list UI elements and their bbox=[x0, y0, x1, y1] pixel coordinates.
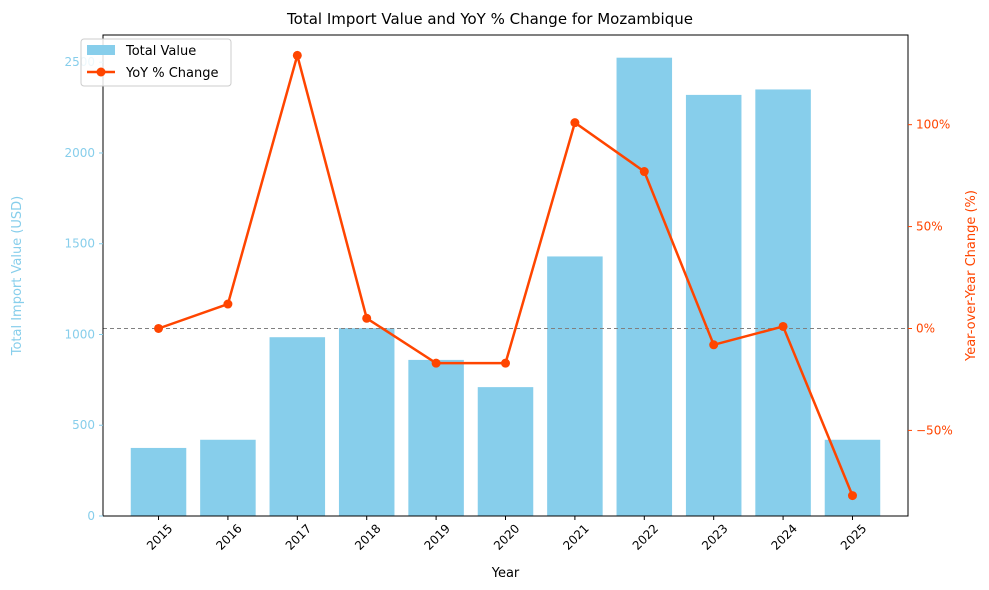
bar-2019 bbox=[408, 359, 464, 516]
y-left-tick-label-1000: 1000 bbox=[64, 327, 95, 341]
bar-2018 bbox=[338, 328, 395, 516]
x-tick-label-2015: 2015 bbox=[144, 521, 175, 552]
x-tick-label-2025: 2025 bbox=[838, 521, 869, 552]
yoy-point-2023 bbox=[709, 340, 719, 350]
legend: Total Value YoY % Change bbox=[80, 38, 232, 87]
legend-box bbox=[80, 38, 232, 87]
legend-label-yoy-change: YoY % Change bbox=[125, 66, 219, 81]
y-right-tick-label-0: 0% bbox=[916, 321, 935, 335]
y-left-tick-label-0: 0 bbox=[87, 509, 95, 523]
yoy-point-2017 bbox=[292, 50, 302, 60]
bar-2021 bbox=[547, 256, 603, 516]
bars-group bbox=[130, 57, 881, 517]
bar-2016 bbox=[200, 439, 256, 516]
y-axis-right: −50% 0% 50% 100% bbox=[908, 118, 953, 437]
x-axis: 2015 2016 2017 2018 2019 2020 2021 2022 2023 2024… bbox=[144, 516, 869, 553]
bar-2024 bbox=[755, 89, 811, 517]
y-right-tick-label-50: 50% bbox=[916, 220, 943, 234]
x-tick-label-2022: 2022 bbox=[630, 521, 661, 552]
x-axis-label: Year bbox=[491, 566, 520, 581]
yoy-point-2016 bbox=[223, 299, 233, 309]
x-tick-label-2016: 2016 bbox=[213, 521, 244, 552]
y-right-tick-label--50: −50% bbox=[916, 423, 953, 437]
y-axis-left-label: Total Import Value (USD) bbox=[10, 196, 25, 357]
legend-label-total-value: Total Value bbox=[125, 44, 196, 59]
legend-swatch-total-value bbox=[87, 45, 115, 55]
yoy-point-2018 bbox=[362, 313, 372, 323]
x-tick-label-2023: 2023 bbox=[699, 521, 730, 552]
bar-2017 bbox=[269, 337, 326, 516]
y-axis-right-label: Year-over-Year Change (%) bbox=[964, 190, 979, 362]
yoy-point-2024 bbox=[778, 321, 788, 331]
y-left-tick-label-500: 500 bbox=[72, 418, 95, 432]
yoy-point-2015 bbox=[154, 323, 164, 333]
bar-2022 bbox=[616, 57, 673, 516]
yoy-point-2020 bbox=[501, 358, 510, 368]
yoy-line-group bbox=[154, 50, 857, 501]
bar-2015 bbox=[130, 447, 187, 516]
y-left-tick-label-1500: 1500 bbox=[64, 237, 95, 251]
x-tick-label-2018: 2018 bbox=[352, 521, 383, 552]
bar-2020 bbox=[477, 387, 534, 516]
y-right-tick-label-100: 100% bbox=[916, 118, 950, 132]
yoy-point-2022 bbox=[639, 167, 649, 177]
x-tick-label-2020: 2020 bbox=[491, 521, 522, 552]
yoy-point-2021 bbox=[570, 118, 580, 128]
x-tick-label-2021: 2021 bbox=[560, 521, 591, 552]
y-left-tick-label-2000: 2000 bbox=[64, 146, 95, 160]
yoy-point-2019 bbox=[431, 358, 441, 368]
x-tick-label-2024: 2024 bbox=[769, 521, 800, 552]
x-tick-label-2019: 2019 bbox=[422, 521, 453, 552]
x-tick-label-2017: 2017 bbox=[283, 521, 314, 552]
yoy-point-2025 bbox=[847, 491, 857, 501]
bar-2023 bbox=[685, 94, 742, 517]
chart-title: Total Import Value and YoY % Change for … bbox=[286, 10, 693, 28]
legend-swatch-yoy-marker bbox=[96, 67, 106, 77]
